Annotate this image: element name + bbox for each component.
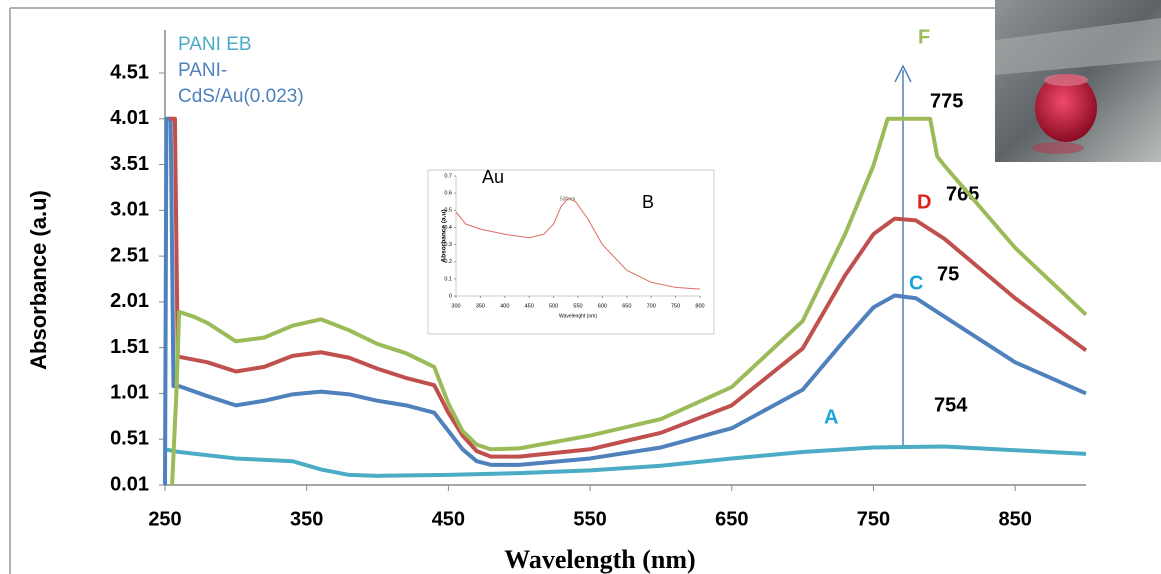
- y-tick-label: 0.51: [110, 428, 149, 450]
- y-tick-label: 0.4: [444, 225, 452, 231]
- y-tick-label: 2.01: [110, 290, 149, 312]
- annotation: A: [824, 406, 838, 428]
- arrow-head: [894, 64, 912, 83]
- annotation: 765: [946, 183, 979, 205]
- y-tick-label: 1.01: [110, 382, 149, 404]
- annotation: D: [917, 191, 931, 213]
- x-tick-label: 350: [476, 303, 485, 309]
- inset-x-title: Wavelenght (nm): [559, 313, 597, 319]
- x-tick-label: 450: [525, 303, 534, 309]
- photo: [995, 0, 1161, 162]
- y-tick-label: 0.6: [444, 191, 452, 197]
- y-tick-label: 0.1: [444, 276, 452, 282]
- y-tick-label: 4.01: [110, 107, 149, 129]
- x-tick-label: 400: [500, 303, 509, 309]
- y-axis-title: Absorbance (a.u): [26, 190, 51, 370]
- y-tick-label: 0.7: [444, 173, 452, 179]
- x-tick-label: 700: [647, 303, 656, 309]
- annotation: 775: [930, 90, 963, 112]
- y-tick-label: 3.01: [110, 199, 149, 221]
- x-tick-label: 750: [857, 508, 890, 530]
- y-tick-label: 0.3: [444, 242, 452, 248]
- annotation: C: [909, 272, 923, 294]
- line-series: [170, 116, 1088, 486]
- y-tick-label: 4.51: [110, 61, 149, 83]
- y-tick-label: 3.51: [110, 153, 149, 175]
- y-tick-label: 1.51: [110, 336, 149, 358]
- annotation: 754: [934, 394, 968, 416]
- line-series: [164, 444, 1087, 478]
- annotation: F: [918, 26, 930, 48]
- x-tick-label: 250: [148, 508, 181, 530]
- line-series: [455, 197, 701, 290]
- x-tick-label: 750: [671, 303, 680, 309]
- x-tick-label: 300: [451, 303, 460, 309]
- inset-y-title: Absorbance (a.u): [441, 209, 448, 262]
- y-tick-label: 0.5: [444, 208, 452, 214]
- x-tick-label: 550: [573, 303, 582, 309]
- inset-frame: [427, 169, 715, 335]
- line-series: [169, 116, 1088, 459]
- y-tick-label: 2.51: [110, 244, 149, 266]
- x-axis-title: Wavelength (nm): [504, 545, 695, 574]
- annotation: B: [642, 192, 654, 212]
- y-tick-label: 0.2: [444, 259, 452, 265]
- x-tick-label: 450: [432, 508, 465, 530]
- legend-entry: PANI EB: [178, 34, 252, 55]
- annotation: 75: [937, 263, 959, 285]
- x-tick-label: 350: [290, 508, 323, 530]
- x-tick-label: 600: [598, 303, 607, 309]
- x-tick-label: 550: [573, 508, 606, 530]
- line-series: [163, 116, 1087, 486]
- y-tick-label: 0.01: [110, 473, 149, 495]
- legend: PANI EB PANI-CdS/Au(0.023): [178, 32, 343, 110]
- annotation: Au: [482, 167, 504, 187]
- legend-entry: PANI-CdS/Au(0.023): [178, 60, 304, 107]
- x-tick-label: 650: [622, 303, 631, 309]
- x-tick-label: 500: [549, 303, 558, 309]
- y-tick-label: 0: [449, 293, 452, 299]
- x-tick-label: 850: [998, 508, 1031, 530]
- x-tick-label: 800: [695, 303, 704, 309]
- x-tick-label: 650: [715, 508, 748, 530]
